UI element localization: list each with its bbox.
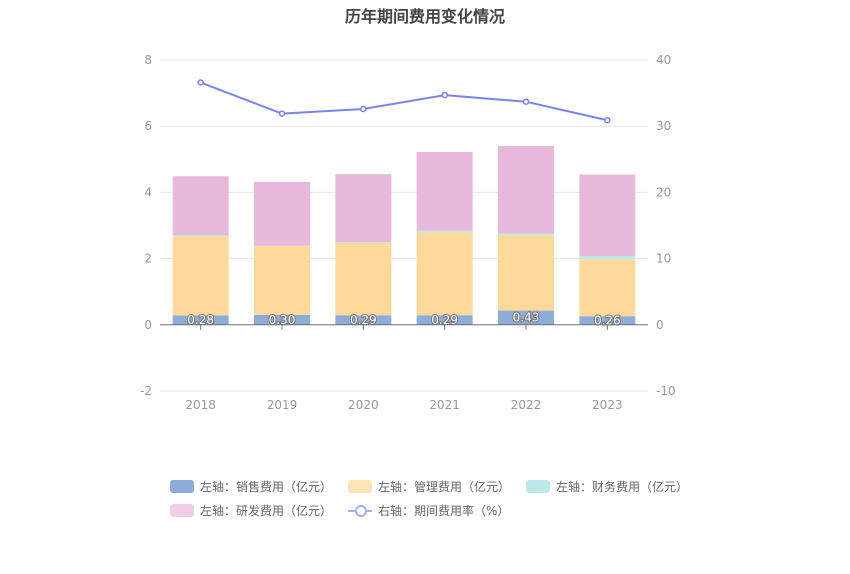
bar-finance-2020 (335, 242, 392, 243)
legend-swatch-rnd (170, 503, 194, 517)
bar-rnd-2018 (172, 176, 229, 236)
data-label-sales-2021: 0.29 (431, 313, 458, 327)
grid-lines (160, 59, 648, 392)
right-tick-label-3: 20 (656, 185, 671, 199)
chart-legend: 左轴：销售费用（亿元） 左轴：管理费用（亿元） 左轴：财务费用（亿元） 左轴：研… (170, 474, 730, 522)
legend-label-rnd: 左轴：研发费用（亿元） (200, 503, 333, 518)
legend-item-finance[interactable]: 左轴：财务费用（亿元） (526, 478, 688, 495)
rate-point-2023 (604, 116, 611, 124)
legend-label-admin: 左轴：管理费用（亿元） (378, 479, 511, 494)
legend-swatch-admin (348, 479, 373, 493)
x-tick-label-2023: 2023 (592, 398, 623, 412)
left-tick-label-1: 0 (144, 318, 152, 332)
x-tick-label-2020: 2020 (348, 398, 379, 412)
data-label-sales-2018: 0.28 (187, 313, 214, 327)
axes: -2 0 2 4 6 8 -10 0 10 20 30 40 2018 2019 2020 2021 2022 2… (140, 53, 676, 412)
left-tick-label-0: -2 (140, 384, 152, 398)
bar-rnd-2022 (498, 146, 554, 234)
right-tick-label-5: 40 (656, 53, 671, 67)
x-tick-label-2022: 2022 (511, 398, 542, 412)
x-tick-label-2019: 2019 (267, 398, 298, 412)
bar-sales-2020 (335, 315, 392, 325)
legend-item-rate[interactable]: 右轴：期间费用率（%） (348, 502, 509, 519)
left-tick-label-3: 4 (144, 185, 152, 199)
rate-point-2020 (360, 105, 367, 113)
legend-swatch-finance (526, 479, 551, 493)
legend-label-sales: 左轴：销售费用（亿元） (200, 479, 333, 494)
x-tick-label-2018: 2018 (185, 398, 216, 412)
rate-line (200, 81, 608, 122)
bar-rnd-2023 (579, 174, 636, 256)
legend-item-sales[interactable]: 左轴：销售费用（亿元） (170, 478, 332, 495)
legend-item-admin[interactable]: 左轴：管理费用（亿元） (348, 478, 510, 495)
bar-sales-2021 (416, 315, 473, 325)
bar-rnd-2021 (416, 152, 473, 231)
rate-point-2019 (278, 110, 286, 117)
left-tick-label-2: 2 (144, 252, 152, 266)
left-tick-label-4: 6 (144, 119, 152, 133)
bar-admin-2020 (335, 242, 392, 316)
right-tick-label-1: 0 (656, 318, 664, 332)
data-label-sales-2020: 0.29 (350, 313, 377, 327)
right-tick-label-0: -10 (656, 384, 676, 398)
data-label-sales-2019: 0.30 (269, 313, 296, 327)
bar-sales-2018 (172, 315, 229, 325)
x-tick-label-2021: 2021 (429, 398, 460, 412)
legend-swatch-sales (170, 479, 194, 493)
right-tick-label-4: 30 (656, 119, 671, 133)
legend-item-rnd[interactable]: 左轴：研发费用（亿元） (170, 502, 332, 519)
legend-label-rate: 右轴：期间费用率（%） (378, 503, 510, 518)
legend-swatch-rate (348, 504, 373, 517)
bar-rnd-2020 (335, 174, 392, 243)
rate-point-2022 (522, 98, 530, 105)
right-tick-label-2: 10 (656, 252, 671, 266)
bar-sales-2019 (254, 314, 310, 325)
data-label-sales-2022: 0.43 (513, 311, 540, 325)
data-labels: 0.28 0.30 0.29 0.29 0.43 0.26 (186, 310, 621, 329)
bar-admin-2022 (498, 235, 554, 311)
rate-point-2018 (197, 79, 204, 86)
rate-line-series (197, 79, 611, 124)
chart-title: 历年期间费用变化情况 (344, 7, 505, 26)
bar-finance-2021 (416, 230, 473, 233)
rate-point-2021 (441, 91, 448, 99)
bar-admin-2021 (416, 232, 473, 316)
bar-finance-2022 (498, 233, 554, 236)
bar-finance-2018 (172, 235, 229, 237)
bar-finance-2023 (579, 255, 636, 260)
bar-series (172, 146, 636, 325)
bar-sales-2023 (579, 316, 636, 325)
bar-sales-2022 (498, 310, 554, 325)
legend-label-finance: 左轴：财务费用（亿元） (556, 479, 689, 494)
bar-admin-2018 (172, 236, 229, 316)
left-tick-label-5: 8 (144, 53, 152, 67)
bar-admin-2023 (579, 259, 636, 317)
bar-rnd-2019 (254, 181, 310, 246)
bar-admin-2019 (254, 246, 310, 315)
